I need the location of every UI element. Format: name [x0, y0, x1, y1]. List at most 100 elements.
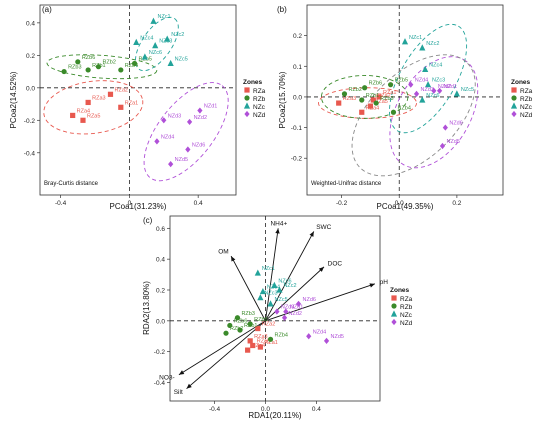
- env-vector-arrowhead: [231, 256, 236, 262]
- env-vector-arrowhead: [186, 383, 192, 389]
- legend-marker-nzc: [390, 310, 398, 317]
- point-label-rzb3: RZb3: [380, 96, 393, 102]
- y-tick-label: 0.4: [26, 20, 35, 27]
- data-point-rzb4: [390, 109, 397, 115]
- point-label-nzd2: NZd2: [438, 84, 451, 90]
- env-vector-label: SWC: [316, 224, 331, 231]
- point-label-rzb6: RZb6: [82, 55, 95, 61]
- legend-marker-rzb: [244, 95, 250, 101]
- point-label-rza5: RZa5: [257, 339, 270, 345]
- legend-marker-rzb: [391, 303, 397, 309]
- legend-label-rzb: RZb: [400, 304, 413, 311]
- env-vector-swc: [265, 231, 315, 322]
- confidence-ellipse-nzc: [389, 23, 468, 134]
- data-point-rza2: [255, 325, 261, 332]
- y-tick-label: 0.4: [156, 257, 165, 264]
- data-point-nzc4: [422, 65, 429, 72]
- data-point-nzd6: [442, 124, 448, 131]
- data-point-rzb3: [234, 315, 241, 321]
- data-point-rza2: [107, 91, 114, 97]
- data-point-nzd6: [185, 146, 191, 153]
- y-tick-label: 0.2: [293, 33, 302, 40]
- data-point-rzb6: [75, 59, 81, 65]
- env-vector-arrowhead: [318, 266, 324, 272]
- data-point-nzd2: [431, 87, 437, 94]
- panel-b: (b) Weighted-Unifrac distance PCoa1(49.3…: [277, 4, 504, 211]
- point-label-nzc4: NZc4: [429, 62, 442, 68]
- panel-label-c: (c): [143, 216, 153, 225]
- data-point-rza1: [376, 94, 382, 100]
- confidence-ellipse-nza: [351, 54, 476, 177]
- env-vector-nh4: [265, 228, 279, 321]
- confidence-ellipse-rzb: [46, 54, 158, 80]
- point-label-nzc2: NZc2: [171, 32, 184, 38]
- point-label-nzc5: NZc5: [461, 87, 474, 93]
- legend-marker-rza: [244, 87, 250, 93]
- point-label-nzc5: NZc5: [175, 56, 188, 62]
- plot-layer-a: -0.4 0 0.4 -0.4 -0.2 0.0 0.2 0.4 RZa1 RZa2 RZa3 RZa…: [24, 5, 236, 207]
- data-point-rza3: [247, 338, 253, 344]
- point-label-nzc2: NZc2: [283, 283, 296, 289]
- point-label-nzc4: NZc4: [140, 35, 153, 41]
- legend-marker-rzb: [511, 95, 517, 101]
- data-point-nzd4: [306, 333, 312, 340]
- legend-marker-nzd: [511, 110, 517, 118]
- point-label-nzc6: NZc6: [278, 278, 291, 284]
- point-label-rza2: RZa2: [114, 87, 127, 93]
- data-point-nzd1: [283, 308, 289, 315]
- point-label-nzd6: NZd6: [303, 297, 316, 303]
- data-point-nzd5: [168, 161, 174, 168]
- point-label-nzd1: NZd1: [204, 104, 217, 110]
- legend-marker-rza: [511, 87, 517, 93]
- point-label-nzd5: NZd5: [175, 157, 188, 163]
- legend-title-b: Zones: [511, 79, 531, 86]
- data-point-nzd2: [186, 118, 193, 126]
- y-tick-label: -0.2: [291, 156, 303, 163]
- confidence-ellipse-nzd: [143, 82, 229, 182]
- data-point-nzd1: [197, 107, 203, 114]
- data-point-nzc3: [257, 294, 264, 301]
- point-label-nzd3: NZd3: [168, 113, 181, 119]
- y-tick-label: 0.6: [156, 226, 165, 233]
- panel-a: (a) Bray-Curtis distance PCoa1(31.23%) P…: [9, 4, 237, 211]
- data-point-nzc5: [167, 59, 174, 67]
- point-label-rzb2: RZb2: [102, 60, 115, 66]
- data-point-rza5: [80, 117, 86, 123]
- legend-marker-nzd: [391, 318, 397, 326]
- legend-label-nzd: NZd: [520, 112, 533, 119]
- data-point-rza3: [336, 100, 342, 106]
- x-tick-label: 0.4: [194, 200, 203, 207]
- data-point-rza4: [245, 347, 251, 353]
- x-tick-label: 0.4: [312, 406, 321, 413]
- y-tick-label: 0.2: [26, 53, 35, 60]
- point-label-rzb5: RZb5: [395, 78, 408, 84]
- data-point-nzc1: [150, 17, 157, 24]
- x-tick-label: -0.2: [336, 200, 348, 207]
- data-point-nzc3: [424, 81, 432, 88]
- point-label-rza1: RZa1: [383, 90, 396, 96]
- data-point-nzd3: [274, 308, 280, 315]
- data-point-nzc1: [401, 38, 409, 45]
- point-label-nzd5: NZd5: [446, 139, 459, 145]
- y-tick-label: -0.2: [154, 349, 166, 356]
- data-point-nzc5: [453, 90, 460, 97]
- data-point-rza2: [370, 97, 376, 103]
- point-label-nzd3: NZd3: [281, 305, 294, 311]
- point-label-rza3: RZa3: [343, 96, 356, 102]
- confidence-ellipse-nzc: [135, 16, 179, 72]
- data-point-rzb3: [373, 100, 379, 106]
- data-point-rza5: [367, 103, 374, 109]
- legend-label-rza: RZa: [520, 88, 533, 95]
- x-tick-label: 0.2: [452, 200, 461, 207]
- env-vector-label: DOC: [328, 260, 343, 267]
- data-point-nzc4: [259, 287, 267, 295]
- y-tick-label: 0.0: [26, 85, 35, 92]
- point-label-nzc6: NZc6: [426, 93, 439, 99]
- env-vector-label: NH4+: [270, 220, 287, 227]
- legend-label-nzd: NZd: [253, 112, 266, 119]
- y-tick-label: -0.4: [24, 150, 36, 157]
- x-axis-label-c: RDA1(20.11%): [248, 411, 302, 420]
